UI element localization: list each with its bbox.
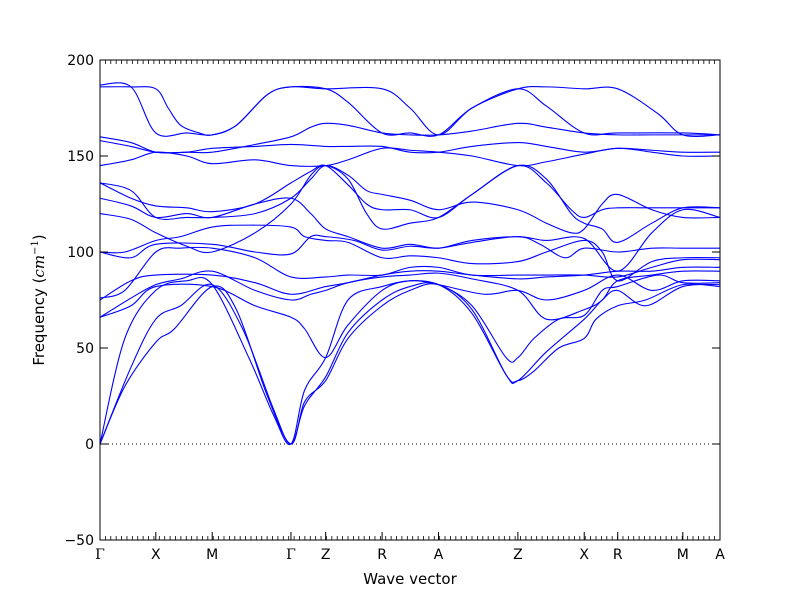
- plot-frame: [99, 59, 721, 541]
- band-line-7: [99, 246, 721, 299]
- band-line-10: [99, 164, 721, 254]
- band-line-5: [99, 270, 721, 321]
- x-tick-label: R: [613, 547, 623, 563]
- band-line-13: [99, 165, 721, 234]
- y-tick-label: 0: [85, 437, 94, 453]
- x-tick-label: Γ: [286, 547, 296, 563]
- x-tick-label: Γ: [95, 547, 105, 563]
- band-line-17: [99, 85, 721, 137]
- y-tick-label: 100: [67, 245, 94, 261]
- y-tick-label: 150: [67, 149, 94, 165]
- x-tick-label: Z: [321, 547, 331, 563]
- x-tick-label: X: [579, 547, 589, 563]
- x-tick-label: M: [677, 547, 689, 563]
- x-tick-label: M: [206, 547, 218, 563]
- y-tick-label: 200: [67, 53, 94, 69]
- band-line-4: [99, 274, 721, 359]
- x-tick-label: X: [151, 547, 161, 563]
- x-tick-label: A: [434, 547, 444, 563]
- y-tick-label: −50: [64, 533, 94, 549]
- band-line-18: [99, 82, 721, 137]
- band-line-11: [99, 197, 721, 272]
- x-axis-label: Wave vector: [363, 570, 457, 588]
- x-tick-label: Z: [513, 547, 523, 563]
- y-ticks-layer: −50 0 50 100 150 200: [64, 53, 720, 549]
- y-axis-label: Frequency (cm−1): [30, 234, 48, 365]
- x-tick-label: A: [715, 547, 725, 563]
- y-tick-label: 50: [76, 341, 94, 357]
- band-line-12: [99, 164, 720, 219]
- x-tick-label: R: [377, 547, 387, 563]
- series-layer: [99, 82, 721, 446]
- band-line-9: [99, 224, 721, 282]
- band-line-8: [99, 234, 720, 259]
